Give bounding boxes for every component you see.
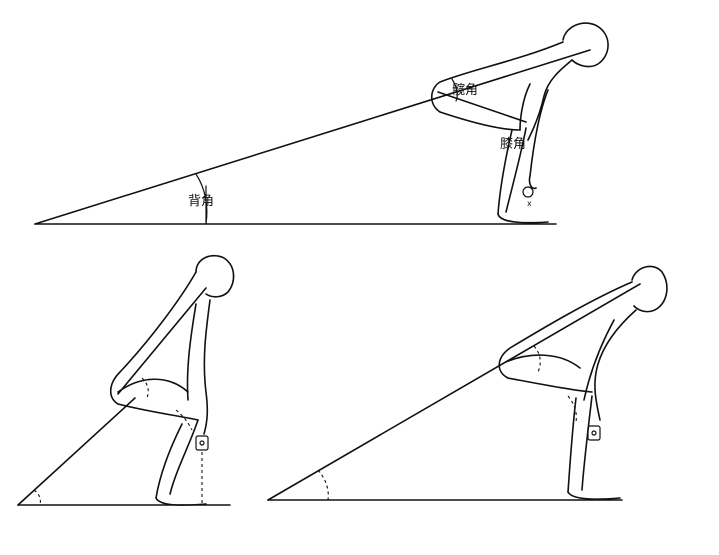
br-foot	[567, 491, 621, 500]
top-torso-back	[430, 41, 564, 113]
top-hip-angle-arc	[451, 78, 458, 102]
br-grip-dot	[591, 430, 597, 436]
br-grip-icon	[587, 425, 601, 441]
top-back-line	[34, 49, 591, 225]
knee-angle-label: 膝角	[500, 137, 526, 152]
bl-hip-arc	[141, 377, 149, 401]
br-head	[631, 265, 668, 313]
bl-back	[109, 271, 197, 405]
bottom-right-figure	[267, 265, 668, 501]
bl-back-line	[17, 397, 136, 506]
bl-back-axis	[117, 287, 207, 395]
top-foot	[497, 213, 549, 224]
br-thigh-upper	[505, 354, 581, 369]
top-head	[562, 22, 609, 68]
bottom-left-figure	[17, 254, 235, 506]
bl-grip-icon	[195, 435, 209, 451]
br-thigh	[507, 377, 593, 393]
bl-foot	[155, 497, 207, 506]
top-arm	[528, 89, 549, 190]
br-torso-front	[594, 309, 637, 421]
br-back	[498, 281, 633, 379]
bl-thigh-upper	[117, 378, 189, 393]
top-shin-back	[497, 129, 513, 215]
br-back-line	[267, 283, 641, 501]
top-figure: x	[34, 22, 609, 225]
bl-thigh	[117, 403, 199, 421]
bl-shin-back	[155, 423, 183, 499]
br-shin-back	[567, 397, 577, 493]
top-shin-front	[505, 127, 527, 213]
bl-torso-front	[203, 299, 211, 435]
bl-arm	[186, 303, 197, 401]
bl-grip-dot	[199, 440, 205, 446]
bl-head	[195, 254, 235, 298]
br-shin-front	[581, 395, 593, 491]
top-torso-front	[527, 59, 573, 141]
hip-angle-label: 髋角	[452, 82, 478, 98]
bl-knee-arc	[175, 409, 193, 431]
br-back-angle-arc	[317, 469, 329, 501]
bl-back-angle-arc	[33, 489, 41, 506]
top-grip-icon	[522, 186, 534, 198]
top-thigh-lower	[439, 111, 521, 131]
back-angle-label: 背角	[188, 194, 214, 209]
br-hip-arc	[533, 345, 541, 373]
top-thigh-upper	[437, 91, 527, 123]
top-grip-mark: x	[527, 199, 532, 208]
top-arm-inner	[519, 83, 531, 131]
bl-shin-front	[169, 419, 199, 495]
